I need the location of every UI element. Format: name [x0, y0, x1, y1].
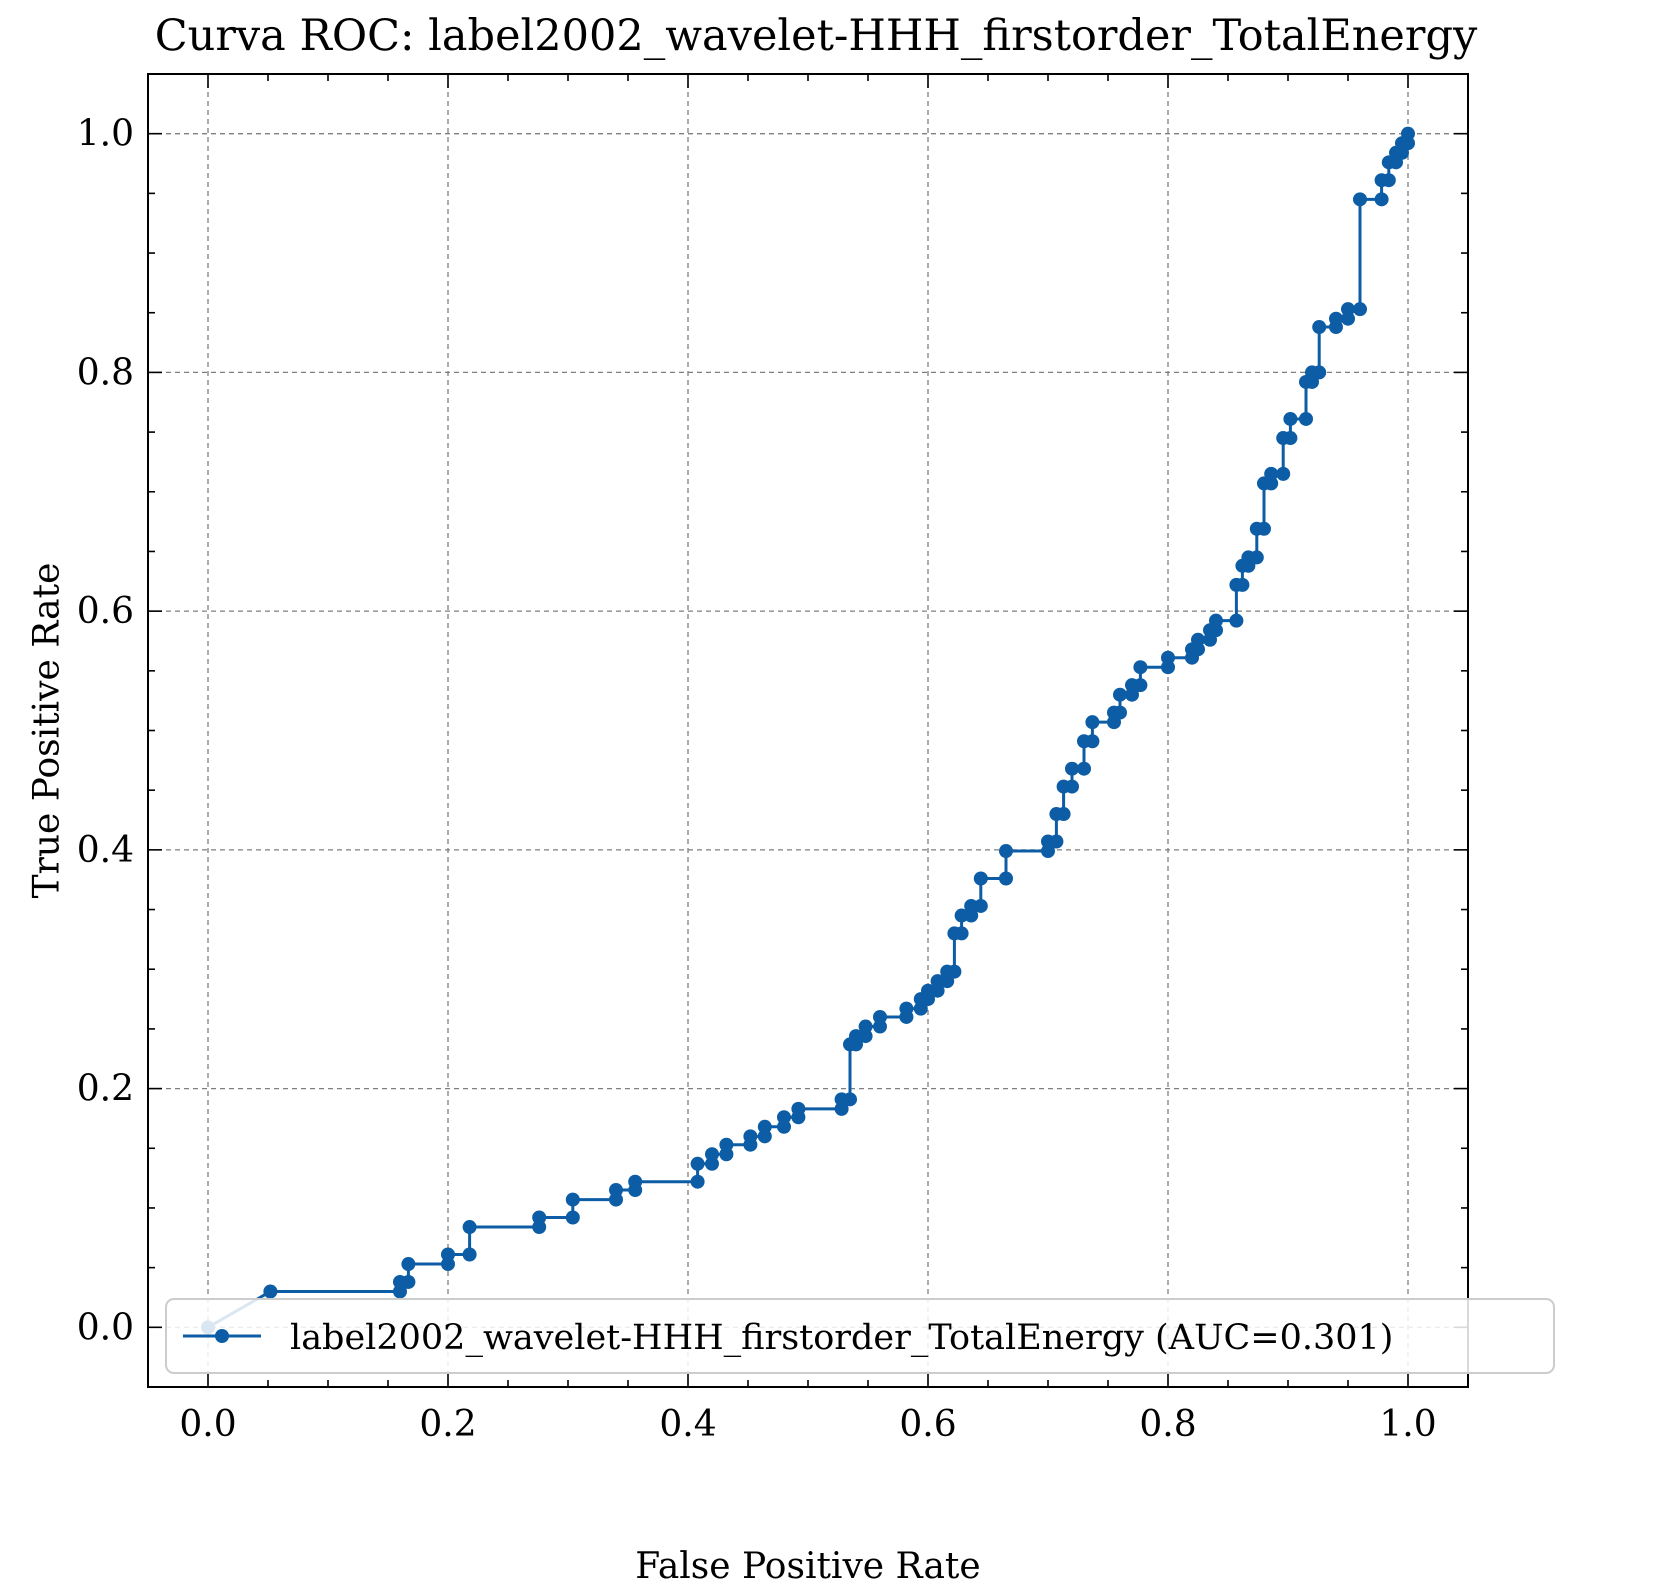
- roc-data-point: [1381, 173, 1396, 188]
- roc-data-point: [1085, 734, 1100, 749]
- roc-data-point: [1401, 126, 1415, 141]
- roc-data-point: [705, 1147, 719, 1162]
- roc-data-point: [1229, 613, 1244, 628]
- roc-data-point: [849, 1029, 863, 1044]
- roc-data-point: [1049, 834, 1064, 849]
- roc-data-point: [1065, 779, 1079, 794]
- y-axis-ticks: 0.0 0.2 0.4 0.6 0.8 1.0: [77, 114, 1468, 1348]
- x-tick-label: 1.0: [1379, 1404, 1436, 1445]
- roc-data-point: [1329, 311, 1343, 326]
- roc-data-point: [930, 974, 945, 989]
- y-tick-label: 0.2: [77, 1069, 134, 1110]
- roc-data-point: [565, 1210, 580, 1225]
- roc-data-point: [973, 871, 988, 886]
- roc-data-point: [1249, 550, 1264, 565]
- minor-ticks: [147, 73, 1469, 1388]
- roc-data-point: [401, 1257, 416, 1272]
- roc-data-point: [263, 1284, 278, 1299]
- roc-data-point: [1312, 320, 1327, 335]
- y-tick-label: 0.4: [77, 830, 134, 871]
- roc-data-point: [462, 1220, 477, 1235]
- roc-data-point: [921, 983, 935, 998]
- x-tick-label: 0.2: [419, 1404, 476, 1445]
- roc-curve-line: [207, 133, 1410, 1329]
- roc-data-point: [858, 1019, 873, 1034]
- roc-data-point: [1161, 650, 1175, 665]
- roc-data-point: [1276, 466, 1291, 481]
- roc-data-point: [609, 1183, 623, 1198]
- roc-data-point: [947, 964, 962, 979]
- roc-data-point: [1283, 411, 1298, 426]
- roc-data-point: [690, 1174, 705, 1189]
- roc-data-point: [1353, 302, 1367, 317]
- plot-frame: [147, 73, 1469, 1388]
- roc-data-point: [1113, 705, 1127, 720]
- roc-data-point: [1353, 192, 1367, 207]
- roc-data-point: [462, 1247, 477, 1262]
- roc-data-point: [999, 844, 1013, 859]
- roc-data-point: [1133, 678, 1148, 693]
- roc-data-point: [999, 871, 1013, 886]
- roc-data-point: [791, 1101, 806, 1116]
- roc-data-point: [1283, 431, 1298, 446]
- legend-box: [165, 1298, 1555, 1374]
- roc-data-point: [873, 1009, 887, 1024]
- roc-data-point: [441, 1247, 455, 1262]
- grid: [148, 74, 1468, 1387]
- y-tick-label: 0.0: [77, 1307, 134, 1348]
- roc-data-point: [1065, 761, 1079, 776]
- roc-data-point: [690, 1156, 705, 1171]
- roc-data-point: [843, 1092, 857, 1107]
- roc-data-point: [1209, 613, 1223, 628]
- roc-data-point: [1085, 715, 1100, 730]
- x-tick-label: 0.0: [179, 1404, 236, 1445]
- roc-data-point: [964, 898, 979, 913]
- roc-data-point: [1056, 807, 1071, 822]
- roc-data-point: [954, 908, 969, 923]
- roc-data-point: [401, 1274, 416, 1289]
- legend-entry: label2002_wavelet-HHH_firstorder_TotalEn…: [290, 1318, 1393, 1358]
- roc-data-point: [1374, 192, 1389, 207]
- x-tick-label: 0.6: [899, 1404, 956, 1445]
- roc-data-point: [565, 1192, 580, 1207]
- x-axis-label: False Positive Rate: [635, 1546, 980, 1587]
- roc-data-point: [1235, 577, 1250, 592]
- roc-data-point: [532, 1210, 547, 1225]
- roc-data-point: [777, 1110, 791, 1125]
- y-tick-label: 0.8: [77, 352, 134, 393]
- legend-marker-swatch: [215, 1329, 229, 1343]
- y-tick-label: 1.0: [77, 114, 134, 155]
- roc-data-point: [1341, 302, 1355, 317]
- x-tick-label: 0.8: [1139, 1404, 1196, 1445]
- roc-data-point: [954, 926, 969, 941]
- legend: label2002_wavelet-HHH_firstorder_TotalEn…: [165, 1298, 1555, 1374]
- roc-data-point: [1312, 365, 1327, 380]
- roc-data-point: [899, 1001, 914, 1016]
- roc-data-point: [1133, 660, 1148, 675]
- roc-data-point: [743, 1129, 758, 1144]
- roc-data-point: [973, 898, 988, 913]
- roc-data-point: [1077, 761, 1091, 776]
- x-tick-label: 0.4: [659, 1404, 716, 1445]
- roc-data-point: [1257, 521, 1271, 536]
- roc-data-point: [628, 1174, 643, 1189]
- roc-data-point: [1191, 632, 1205, 647]
- roc-data-point: [1264, 466, 1279, 481]
- chart-title: Curva ROC: label2002_wavelet-HHH_firstor…: [155, 11, 1478, 61]
- y-tick-label: 0.6: [77, 591, 134, 632]
- roc-data-point: [1299, 411, 1313, 426]
- roc-data-point: [1113, 687, 1127, 702]
- roc-series: [201, 126, 1415, 1335]
- roc-data-point: [757, 1119, 772, 1134]
- y-axis-label: True Positive Rate: [27, 563, 68, 899]
- x-axis-ticks: 0.0 0.2 0.4 0.6 0.8 1.0: [179, 74, 1437, 1445]
- roc-data-point: [719, 1137, 734, 1152]
